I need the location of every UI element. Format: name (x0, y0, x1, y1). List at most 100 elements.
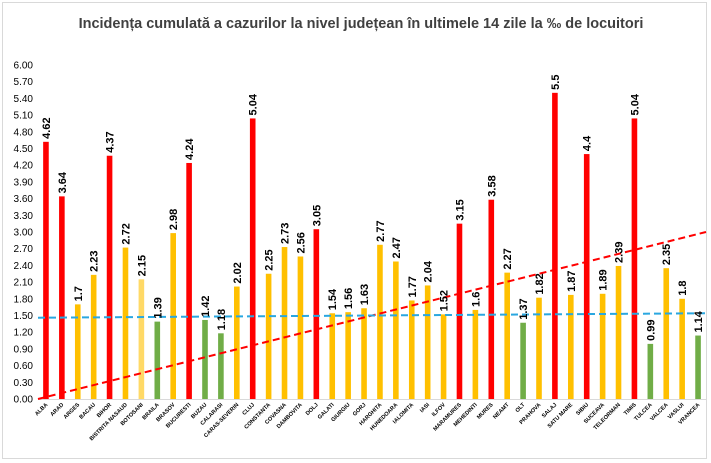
bar (472, 309, 479, 399)
data-label: 5.04 (629, 93, 641, 115)
y-tick-label: 2.10 (14, 278, 34, 289)
y-tick-label: 3.30 (14, 211, 34, 222)
bars (38, 92, 706, 400)
data-label: 1.82 (534, 273, 546, 294)
bar (43, 141, 49, 399)
data-label: 1.87 (566, 270, 578, 291)
y-tick-label: 2.40 (14, 261, 34, 272)
data-label: 0.99 (645, 319, 657, 340)
y-tick-label: 3.60 (14, 194, 34, 205)
data-label: 1.42 (200, 296, 212, 317)
data-label: 5.5 (550, 75, 562, 90)
bar (138, 279, 145, 399)
reference-lines (37, 231, 707, 400)
data-label: 3.58 (486, 175, 498, 196)
data-label: 2.98 (168, 209, 180, 230)
data-label: 1.18 (216, 309, 228, 330)
y-axis: 0.00 0.30 0.60 0.90 1.20 1.50 1.80 2.10 2.40 2.70… (14, 61, 34, 406)
y-tick-label: 5.10 (14, 111, 34, 122)
y-tick-label: 5.70 (14, 77, 34, 88)
bar (679, 298, 685, 399)
data-label: 3.64 (57, 171, 69, 193)
chart-title: Incidența cumulată a cazurilor la nivel … (79, 16, 644, 32)
x-tick-label: CLUJ (242, 402, 257, 417)
bar (631, 118, 638, 399)
x-tick-label: MURES (476, 402, 495, 421)
bar (249, 118, 256, 399)
bar (504, 272, 510, 399)
data-label: 1.37 (518, 298, 530, 319)
bar (329, 313, 336, 399)
bar (202, 319, 208, 399)
bar (456, 223, 463, 399)
data-label: 3.15 (454, 199, 466, 220)
data-label: 2.25 (264, 249, 276, 270)
bar (345, 312, 351, 399)
data-label: 1.56 (343, 288, 355, 309)
bar (265, 273, 272, 399)
bar (361, 308, 367, 399)
x-tick-label: BACAU (79, 402, 98, 421)
x-tick-label: IASI (419, 402, 431, 414)
data-label: 1.63 (359, 284, 371, 305)
bar (234, 286, 240, 399)
bar (552, 92, 558, 399)
bar (536, 297, 542, 399)
data-label: 4.37 (105, 131, 117, 152)
data-label: 2.73 (280, 223, 292, 244)
data-label: 1.14 (693, 310, 705, 332)
bar (106, 155, 113, 399)
data-label: 1.8 (677, 281, 689, 296)
bar (74, 304, 81, 399)
y-tick-label: 4.20 (14, 161, 34, 172)
bar (59, 196, 65, 399)
bar (313, 229, 320, 399)
data-label: 1.7 (73, 286, 85, 301)
data-label: 1.39 (152, 297, 164, 318)
data-label: 2.77 (375, 220, 387, 241)
y-tick-label: 0.90 (14, 344, 34, 355)
y-tick-label: 0.00 (14, 395, 34, 406)
data-label: 3.05 (311, 205, 323, 226)
bar (583, 154, 590, 399)
bar (488, 199, 495, 399)
x-tick-label: OLT (515, 402, 527, 414)
data-label: 2.72 (120, 223, 132, 244)
bar (122, 247, 129, 399)
data-label: 4.4 (582, 135, 594, 151)
bar (599, 293, 606, 399)
bar (424, 285, 431, 399)
data-label: 4.24 (184, 138, 196, 160)
y-tick-label: 6.00 (14, 61, 34, 72)
data-label: 4.62 (41, 117, 53, 138)
data-label: 2.35 (661, 244, 673, 265)
data-label: 2.39 (614, 242, 626, 263)
y-tick-label: 1.80 (14, 294, 34, 305)
data-label: 1.89 (598, 269, 610, 290)
data-label: 1.6 (470, 292, 482, 307)
bar (568, 294, 574, 399)
data-label: 2.23 (89, 250, 101, 271)
y-tick-label: 1.50 (14, 311, 34, 322)
y-tick-label: 5.40 (14, 94, 34, 105)
y-tick-label: 0.60 (14, 361, 34, 372)
data-label: 1.52 (439, 290, 451, 311)
data-label: 2.02 (232, 262, 244, 283)
bar (615, 265, 622, 399)
data-label: 1.77 (407, 276, 419, 297)
bar (663, 268, 670, 399)
x-tick-label: ALBA (34, 402, 49, 417)
bar (695, 335, 701, 399)
bar (90, 274, 97, 399)
y-tick-label: 2.70 (14, 244, 34, 255)
data-label: 1.54 (327, 288, 339, 310)
bar (440, 314, 447, 399)
reference-line (37, 312, 707, 319)
data-label: 5.04 (248, 93, 260, 115)
y-tick-label: 3.00 (14, 228, 34, 239)
bar (408, 300, 415, 399)
bar (297, 256, 304, 399)
bar (218, 333, 224, 399)
